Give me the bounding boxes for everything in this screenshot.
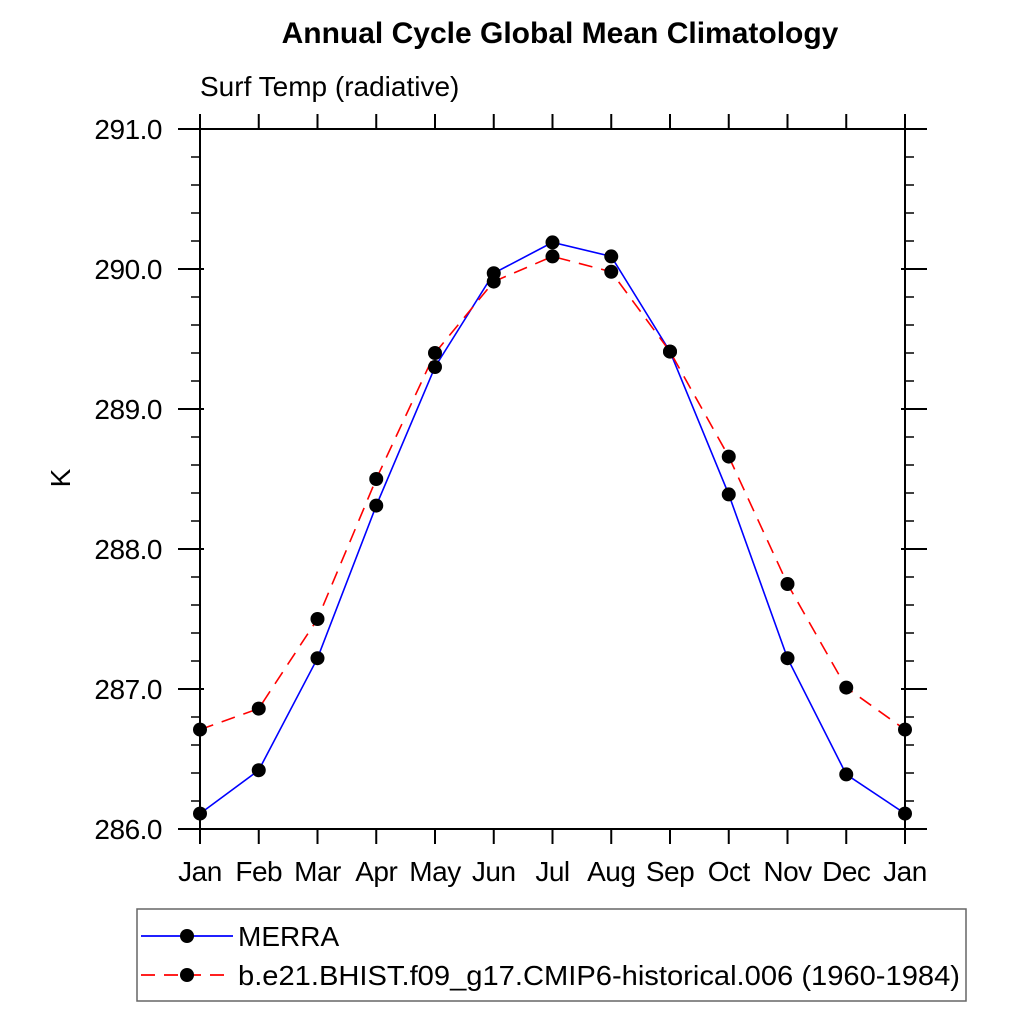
data-point-model-oct bbox=[721, 449, 736, 464]
data-point-merra-apr bbox=[369, 498, 384, 513]
data-point-model-jan bbox=[193, 722, 207, 737]
x-tick-label: Jan bbox=[883, 856, 927, 887]
x-tick-label: Jun bbox=[472, 856, 516, 887]
data-point-merra-jul bbox=[545, 235, 560, 250]
x-tick-label: Dec bbox=[822, 856, 871, 887]
data-point-merra-mar bbox=[310, 651, 325, 666]
legend: MERRA b.e21.BHIST.f09_g17.CMIP6-historica… bbox=[136, 908, 967, 1002]
data-point-merra-feb bbox=[251, 763, 266, 778]
y-tick-label: 291.0 bbox=[94, 114, 162, 145]
plot-frame bbox=[199, 128, 906, 830]
series-line-model bbox=[199, 255, 906, 731]
data-point-model-mar bbox=[310, 612, 325, 626]
legend-label-model: b.e21.BHIST.f09_g17.CMIP6-historical.006… bbox=[238, 960, 960, 991]
data-point-model-nov bbox=[780, 577, 795, 591]
chart-subtitle: Surf Temp (radiative) bbox=[200, 71, 459, 102]
data-point-model-dec bbox=[839, 680, 854, 695]
data-point-model-jan bbox=[898, 722, 912, 737]
y-tick-label: 289.0 bbox=[94, 394, 162, 425]
data-point-model-may bbox=[428, 346, 442, 360]
data-series bbox=[193, 235, 912, 821]
x-tick-label: Feb bbox=[235, 856, 282, 887]
data-point-model-sep bbox=[663, 344, 677, 359]
data-point-model-jun bbox=[486, 274, 501, 289]
data-point-merra-nov bbox=[780, 651, 795, 666]
data-point-merra-oct bbox=[721, 487, 736, 502]
data-point-merra-jan bbox=[193, 806, 207, 821]
x-tick-label: Apr bbox=[355, 856, 397, 887]
data-point-merra-may bbox=[428, 360, 442, 374]
y-tick-label: 287.0 bbox=[94, 674, 162, 705]
x-tick-label: May bbox=[409, 856, 461, 887]
legend-box bbox=[136, 908, 967, 1002]
y-tick-label: 286.0 bbox=[94, 814, 162, 845]
y-tick-label: 288.0 bbox=[94, 534, 162, 565]
series-line-merra bbox=[199, 241, 906, 815]
data-point-merra-jan bbox=[898, 806, 912, 821]
x-tick-label: Jul bbox=[535, 856, 569, 887]
data-point-model-jul bbox=[545, 249, 560, 264]
axes: Jan Feb Mar Apr May Jun Jul Aug Sep Oct Nov Dec Jan 2… bbox=[94, 114, 927, 887]
x-tick-label: Aug bbox=[587, 856, 635, 887]
data-point-model-apr bbox=[369, 472, 384, 486]
x-tick-label: Nov bbox=[763, 856, 812, 887]
legend-label-merra: MERRA bbox=[238, 921, 339, 952]
data-point-merra-dec bbox=[839, 767, 854, 782]
data-point-merra-aug bbox=[604, 249, 619, 264]
y-axis-label: K bbox=[45, 468, 76, 487]
x-tick-label: Mar bbox=[294, 856, 341, 887]
legend-marker-dot bbox=[180, 929, 194, 943]
legend-marker-dot bbox=[180, 968, 194, 982]
x-tick-label: Jan bbox=[178, 856, 222, 887]
x-tick-label: Sep bbox=[646, 856, 694, 887]
y-tick-label: 290.0 bbox=[94, 254, 162, 285]
x-tick-label: Oct bbox=[708, 856, 751, 887]
chart-title: Annual Cycle Global Mean Climatology bbox=[282, 17, 839, 50]
data-point-model-aug bbox=[604, 264, 619, 279]
data-point-model-feb bbox=[251, 701, 266, 716]
